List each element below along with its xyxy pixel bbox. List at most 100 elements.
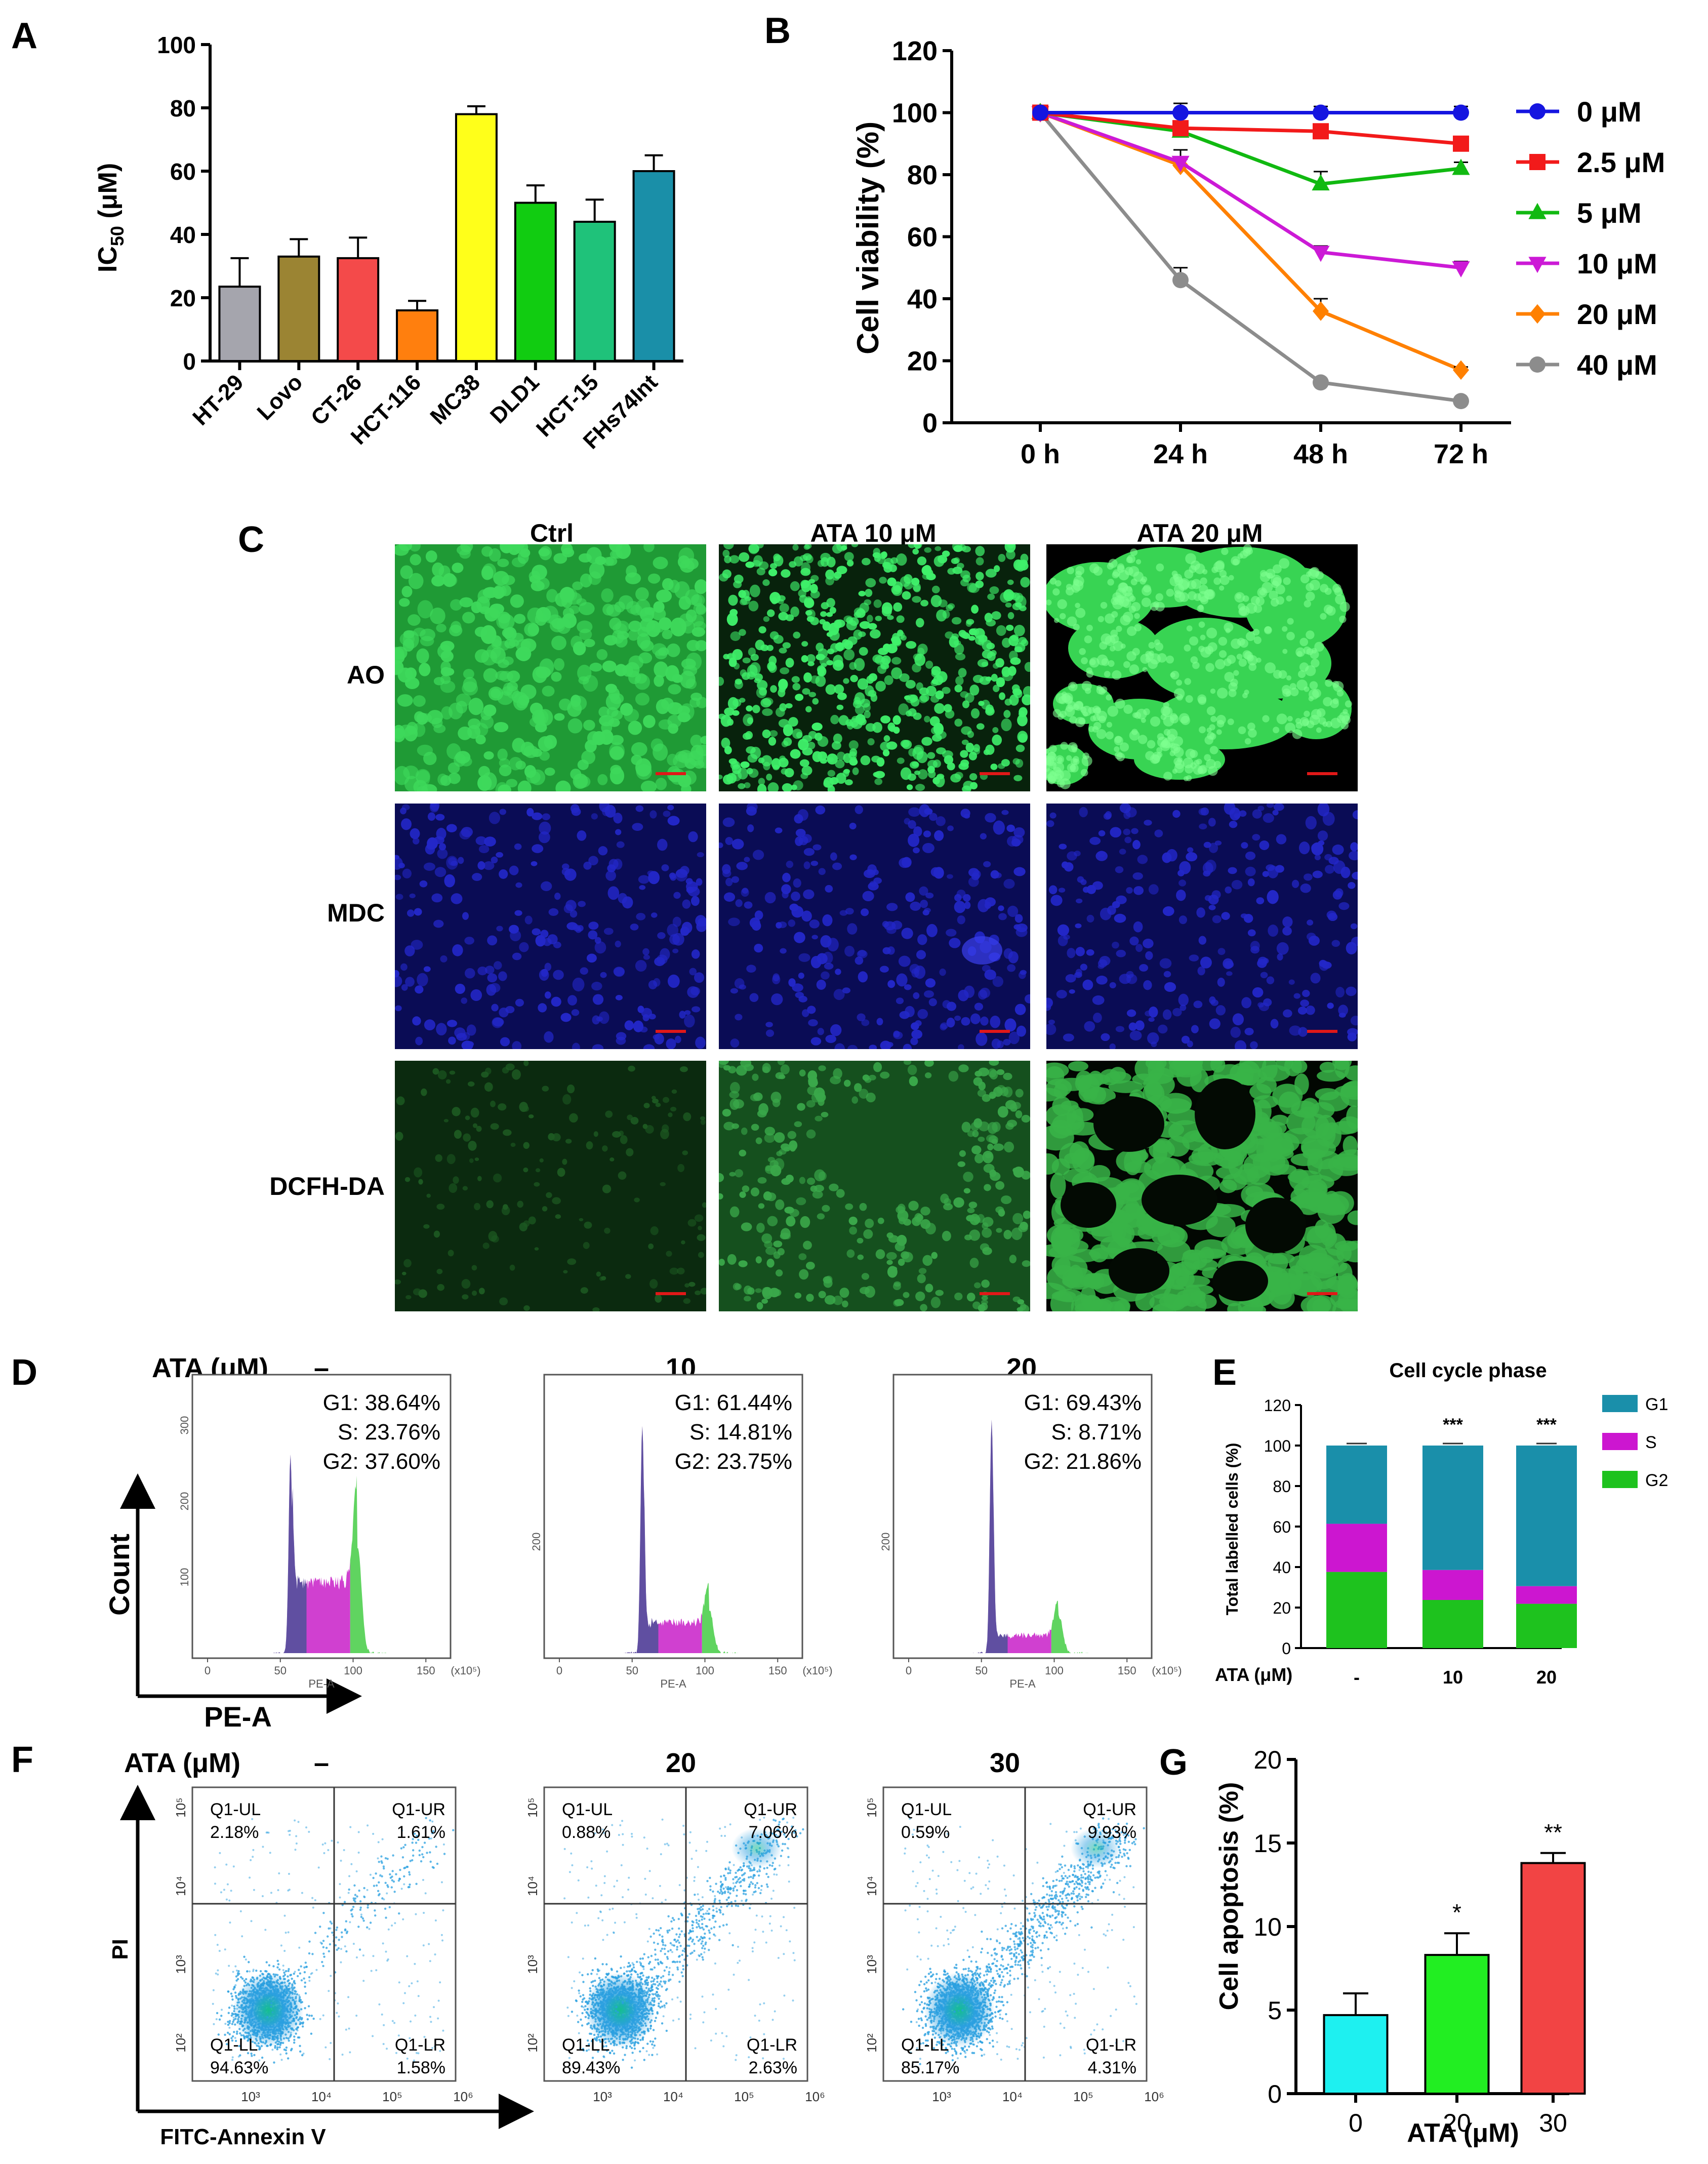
- cell: [990, 1015, 1001, 1028]
- cell: [920, 599, 928, 607]
- cell: [1100, 686, 1108, 694]
- cell: [532, 928, 541, 936]
- cell: [523, 1142, 530, 1149]
- cell: [946, 1017, 955, 1028]
- cell: [1286, 631, 1295, 640]
- cell: [1352, 810, 1358, 820]
- cell: [925, 892, 934, 899]
- cell: [833, 1068, 842, 1079]
- cell: [864, 710, 871, 718]
- cell: [1257, 956, 1268, 966]
- y-tick-label: 60: [1273, 1518, 1291, 1536]
- cell: [449, 1070, 456, 1075]
- cell: [1003, 710, 1011, 718]
- cell: [1184, 678, 1191, 685]
- cell: [814, 1184, 824, 1192]
- cell: [432, 562, 444, 577]
- cell: [807, 741, 816, 750]
- cell: [978, 1081, 986, 1091]
- cell: [981, 700, 990, 710]
- cell: [739, 1149, 747, 1157]
- cell: [834, 684, 844, 694]
- cell: [680, 866, 689, 875]
- cell: [448, 1036, 456, 1045]
- cell: [866, 1092, 876, 1103]
- cell: [1058, 713, 1064, 720]
- cell: [1252, 628, 1260, 636]
- cell: [1107, 1301, 1125, 1311]
- cell: [936, 609, 947, 622]
- cell: [920, 1219, 931, 1229]
- cell: [561, 863, 570, 870]
- cell: [1078, 717, 1086, 725]
- cell: [959, 1150, 966, 1157]
- cell: [794, 932, 805, 943]
- cell: [749, 662, 761, 675]
- y-tick-label: 200: [879, 1533, 892, 1551]
- cell: [947, 762, 955, 771]
- cell: [922, 843, 934, 853]
- cell: [719, 1061, 726, 1068]
- cell: [1163, 729, 1171, 736]
- cell: [1142, 586, 1152, 596]
- cell: [1186, 852, 1198, 862]
- cell: [835, 759, 845, 769]
- cell: [787, 1131, 797, 1139]
- marker-triangle-down: [1452, 261, 1470, 277]
- cell: [1004, 698, 1012, 706]
- cell: [1306, 1005, 1315, 1015]
- cell: [576, 598, 587, 606]
- cell: [910, 1037, 918, 1046]
- cell: [553, 941, 561, 948]
- cell: [544, 1031, 554, 1043]
- cell: [1046, 1066, 1065, 1086]
- cell: [610, 765, 622, 775]
- marker-triangle-up: [1312, 174, 1330, 191]
- marker-diamond: [1529, 304, 1546, 324]
- cell: [1236, 593, 1242, 599]
- legend-label: 0 μM: [1577, 96, 1642, 128]
- cell: [876, 757, 885, 767]
- y-tick-label: 100: [1264, 1437, 1291, 1455]
- cell: [419, 663, 431, 676]
- cell: [806, 1294, 814, 1302]
- cell: [1092, 995, 1105, 1005]
- cell: [873, 1062, 882, 1072]
- y-tick-label: 300: [178, 1416, 191, 1435]
- cell: [905, 1006, 915, 1017]
- cell: [1298, 841, 1310, 855]
- panel-d-xlabel: PE-A: [204, 1701, 272, 1733]
- cell: [1309, 579, 1320, 591]
- cell: [1230, 1026, 1241, 1038]
- cell: [1129, 936, 1139, 946]
- cell: [1352, 871, 1358, 880]
- cell: [900, 767, 912, 780]
- cell: [1153, 601, 1160, 608]
- cell: [936, 747, 946, 754]
- cell: [669, 773, 682, 783]
- cell: [677, 1267, 685, 1275]
- cell: [482, 1243, 490, 1249]
- cell: [1086, 1273, 1105, 1290]
- cell: [1351, 937, 1358, 946]
- cell: [415, 985, 424, 994]
- cell: [579, 1218, 584, 1222]
- cell: [960, 759, 969, 767]
- cell: [929, 813, 938, 821]
- event-dot: [303, 1971, 306, 1974]
- cell: [802, 688, 810, 695]
- cell: [526, 771, 541, 784]
- cell: [988, 1068, 997, 1078]
- cell: [1060, 742, 1068, 750]
- cell: [408, 573, 424, 589]
- cell: [609, 1157, 615, 1161]
- cell: [1206, 706, 1216, 715]
- cell: [430, 608, 445, 624]
- cell: [823, 1278, 833, 1288]
- cell: [1221, 912, 1230, 920]
- cell: [1132, 872, 1143, 880]
- cell: [918, 769, 928, 780]
- cell: [1206, 727, 1212, 733]
- dark-gap: [1142, 1175, 1217, 1225]
- cell: [746, 965, 756, 973]
